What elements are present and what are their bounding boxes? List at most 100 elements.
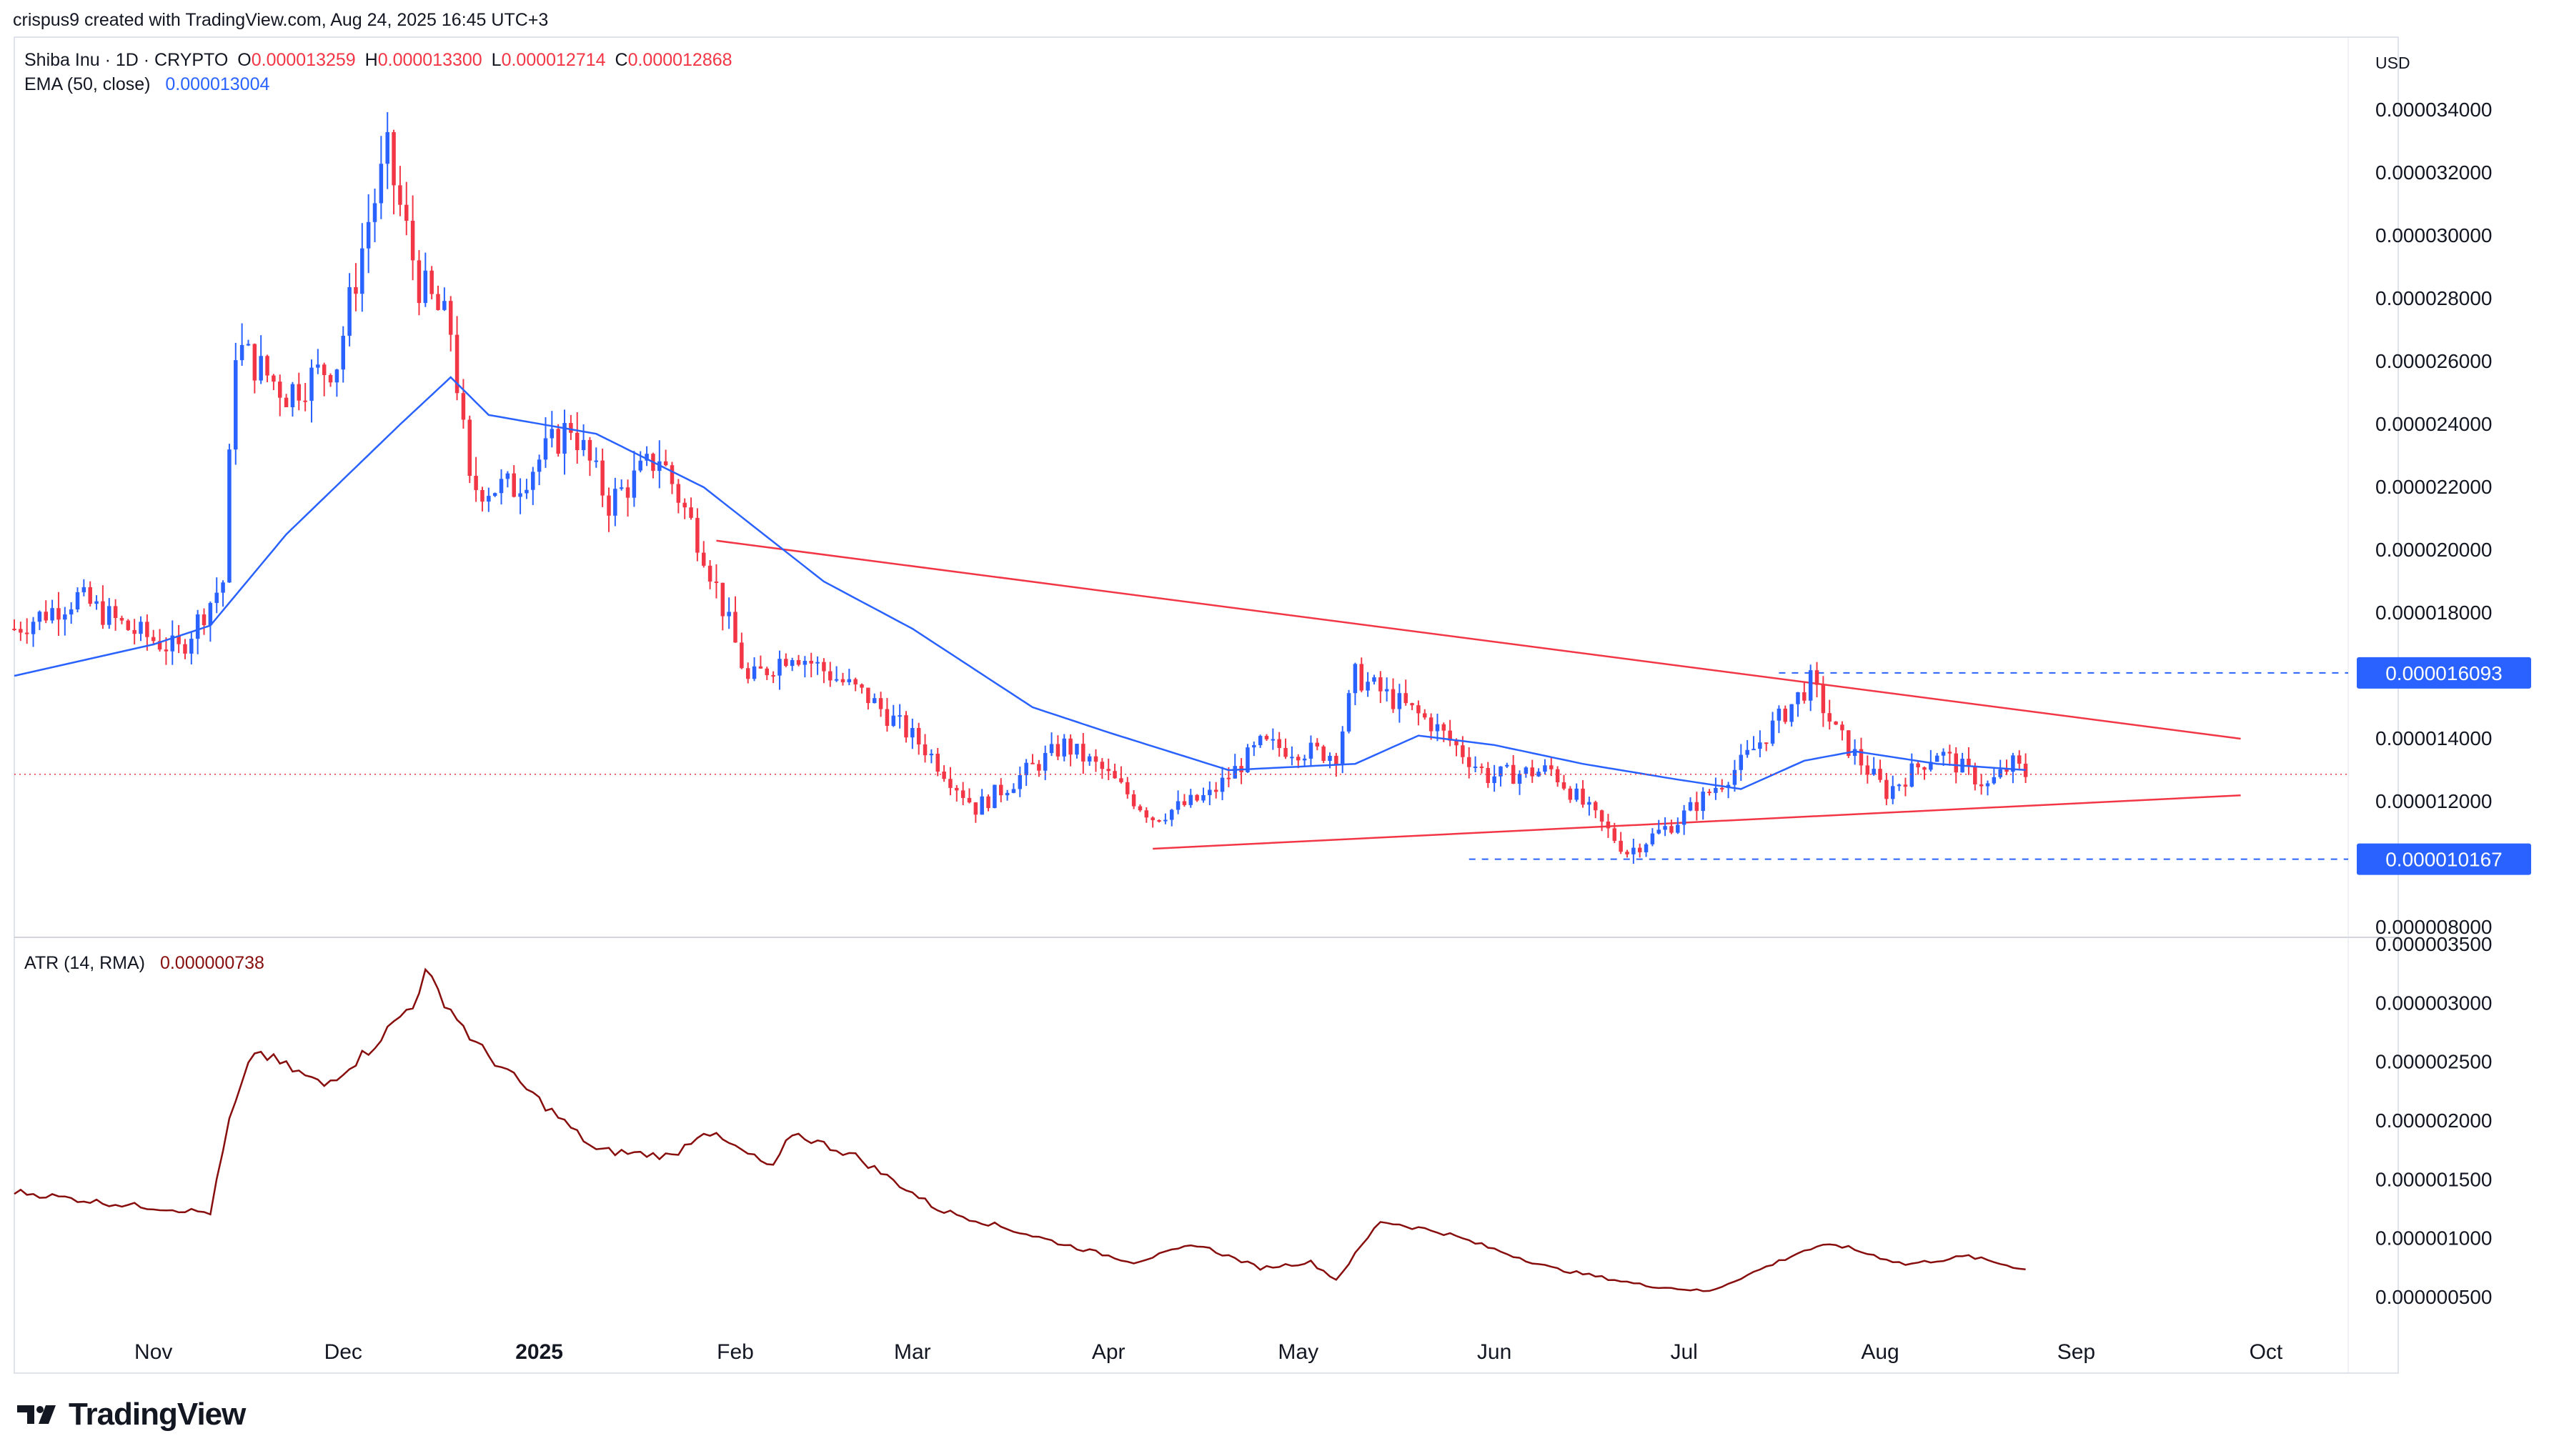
candle-body [19, 629, 23, 633]
candle-body [334, 369, 339, 383]
candle-body [929, 753, 934, 756]
candle-body [898, 715, 902, 717]
candle-body [866, 687, 870, 704]
candle-body [1555, 769, 1560, 782]
candle-body [145, 622, 149, 637]
candle-body [1473, 766, 1478, 768]
candle-body [139, 622, 143, 634]
candle-body [360, 248, 364, 294]
candle-body [1599, 810, 1604, 822]
candle-body [259, 356, 263, 381]
candle-body [1947, 752, 1952, 754]
candle-body [707, 565, 712, 582]
candle-body [771, 675, 775, 677]
atr-tick-label: 0.000003000 [2375, 992, 2493, 1014]
candle-body [214, 592, 219, 604]
candle-body [942, 771, 946, 779]
candle-body [1574, 788, 1579, 800]
candle-body [878, 698, 883, 709]
candle-body [740, 642, 744, 669]
candle-body [1131, 794, 1136, 807]
candle-body [1903, 784, 1908, 787]
candle-body [1612, 828, 1617, 841]
candle-body [1290, 757, 1294, 759]
candle-body [575, 432, 580, 451]
time-tick-label: Nov [134, 1340, 172, 1364]
chart-credit: crispus9 created with TradingView.com, A… [13, 10, 549, 30]
price-axis[interactable]: 0.000034000 0.000032000 0.000030000 0.00002… [2375, 99, 2493, 938]
candle-body [461, 393, 466, 420]
candle-body [986, 796, 990, 809]
candle-body [1403, 693, 1408, 704]
atr-legend[interactable]: ATR (14, RMA) 0.000000738 [24, 953, 269, 974]
candle-body [284, 397, 289, 407]
candle-body [1466, 757, 1471, 767]
candle-body [50, 608, 54, 621]
candle-body [935, 753, 940, 772]
high-label: H [364, 50, 378, 70]
candle-body [88, 587, 92, 604]
candle-body [733, 612, 737, 643]
candle-body [1328, 755, 1332, 762]
candle-body [328, 374, 333, 383]
candle-body [392, 131, 396, 186]
candle-body [1144, 810, 1149, 818]
candle-body [1182, 801, 1187, 805]
candle-body [999, 784, 1003, 796]
candle-body [1087, 756, 1092, 762]
candle-body [1606, 821, 1611, 829]
candle-body [252, 344, 257, 381]
candle-body [1707, 792, 1711, 794]
candle-body [316, 364, 320, 368]
candle-body [1568, 788, 1573, 800]
tradingview-logo[interactable]: TradingView [16, 1397, 246, 1432]
candle-body [277, 382, 282, 398]
high-value: 0.000013300 [377, 50, 482, 70]
candle-body [1859, 749, 1864, 766]
candle-body [347, 286, 352, 336]
candle-body [518, 493, 522, 497]
candle-body [1378, 677, 1383, 692]
candle-body [1992, 777, 1997, 784]
candle-body [569, 423, 573, 433]
candle-body [1037, 764, 1041, 771]
candlesticks[interactable] [12, 112, 2028, 864]
candle-body [423, 270, 428, 304]
candle-body [63, 614, 67, 620]
price-tick-label: 0.000008000 [2375, 916, 2493, 938]
candle-body [239, 344, 244, 361]
price-tick-label: 0.000018000 [2375, 602, 2493, 624]
time-tick-label: Feb [717, 1340, 754, 1364]
candle-body [246, 344, 251, 346]
open-label: O [237, 50, 252, 70]
candle-body [487, 496, 491, 502]
candle-body [1151, 817, 1155, 821]
candle-body [505, 473, 510, 479]
candle-body [828, 671, 833, 681]
candle-body [448, 301, 453, 335]
time-axis[interactable]: Nov Dec 2025 Feb Mar Apr May Jun Jul Aug Sep Oct [134, 1340, 2283, 1364]
candle-body [537, 459, 542, 472]
ohlc-legend[interactable]: Shiba Inu · 1D · CRYPTO O0.000013259 H0.… [24, 50, 737, 71]
close-label: C [615, 50, 628, 70]
candle-body [1334, 755, 1338, 765]
candle-body [613, 489, 617, 516]
candle-body [1865, 765, 1870, 775]
candle-body [765, 668, 770, 676]
candle-body [1416, 705, 1421, 714]
candle-body [202, 614, 207, 626]
candle-body [354, 286, 358, 294]
candle-body [195, 614, 200, 639]
time-tick-label: Oct [2250, 1340, 2283, 1364]
currency-label[interactable]: USD [2375, 54, 2410, 72]
candle-body [454, 334, 459, 394]
candle-body [1587, 802, 1591, 805]
candle-body [822, 662, 826, 672]
time-tick-label: Jun [1477, 1340, 1511, 1364]
candle-body [1499, 766, 1503, 777]
atr-axis[interactable]: 0.000003500 0.000003000 0.000002500 0.00000… [2375, 933, 2493, 1308]
candle-body [1676, 824, 1680, 833]
ema-legend[interactable]: EMA (50, close) 0.000013004 [24, 74, 274, 95]
candle-body [1814, 670, 1819, 685]
